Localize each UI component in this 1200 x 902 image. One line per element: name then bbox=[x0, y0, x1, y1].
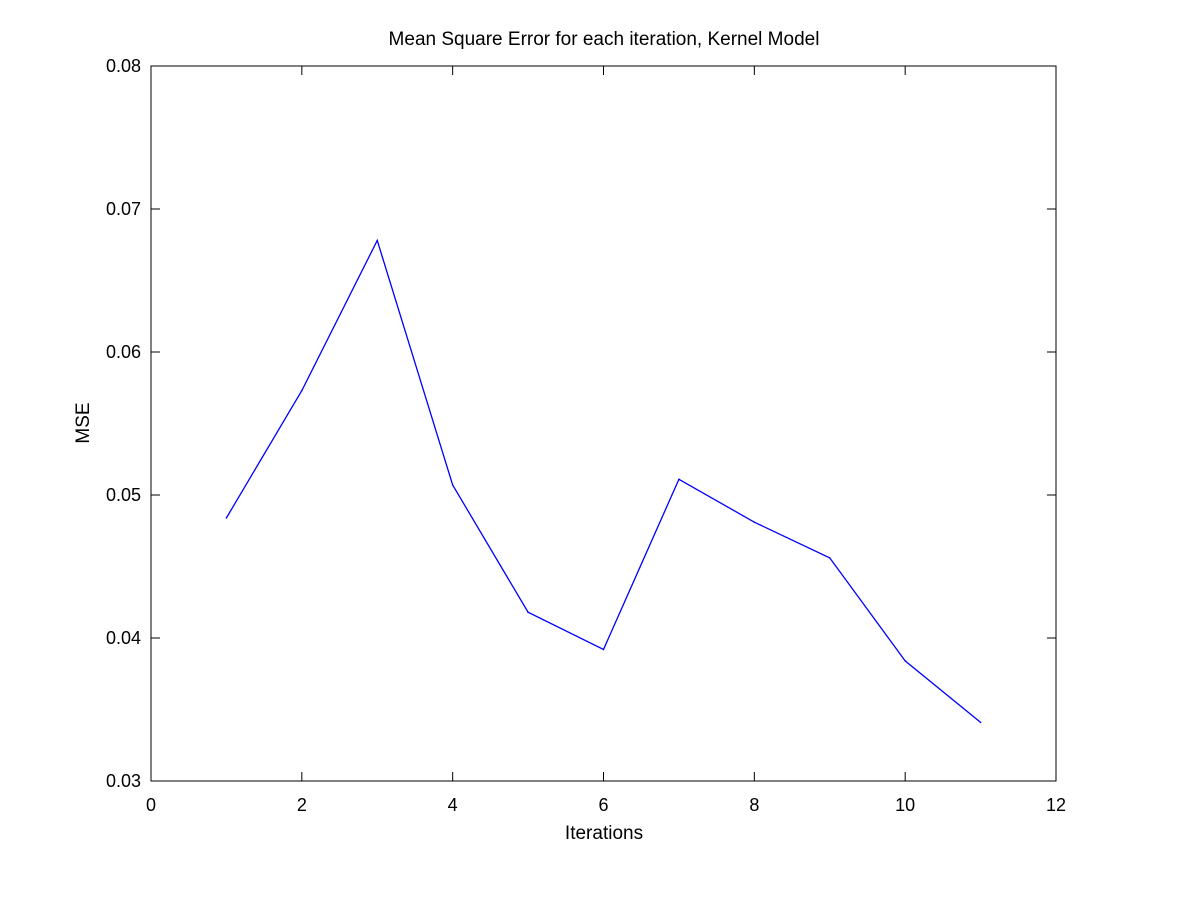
x-tick-label: 10 bbox=[895, 795, 915, 815]
chart-title: Mean Square Error for each iteration, Ke… bbox=[389, 29, 820, 50]
x-tick-label: 12 bbox=[1046, 795, 1066, 815]
data-point bbox=[301, 389, 303, 392]
y-tick-label: 0.03 bbox=[106, 771, 141, 791]
y-axis-title: MSE bbox=[73, 402, 94, 443]
x-axis-title: Iterations bbox=[565, 823, 643, 844]
x-tick-label: 0 bbox=[146, 795, 156, 815]
x-tick-label: 2 bbox=[297, 795, 307, 815]
data-point bbox=[828, 557, 831, 559]
y-axis: 0.03 0.04 0.05 0.06 0.07 0.08 bbox=[106, 56, 1056, 791]
x-tick-label: 8 bbox=[749, 795, 759, 815]
y-tick-label: 0.05 bbox=[106, 485, 141, 505]
data-point bbox=[451, 484, 454, 486]
data-point bbox=[753, 521, 756, 523]
y-tick-label: 0.04 bbox=[106, 628, 141, 648]
y-tick-label: 0.08 bbox=[106, 56, 141, 76]
y-tick-label: 0.07 bbox=[106, 199, 141, 219]
data-point bbox=[904, 660, 906, 662]
x-tick-label: 4 bbox=[448, 795, 458, 815]
data-point bbox=[979, 721, 982, 724]
y-tick-label: 0.06 bbox=[106, 342, 141, 362]
data-point bbox=[225, 517, 228, 519]
data-point bbox=[602, 648, 605, 651]
series-layer bbox=[225, 238, 982, 724]
data-point bbox=[527, 611, 529, 614]
x-tick-label: 6 bbox=[598, 795, 608, 815]
x-axis: 0 2 4 6 8 10 12 bbox=[146, 66, 1066, 815]
data-point bbox=[678, 478, 680, 481]
data-point bbox=[376, 239, 379, 242]
